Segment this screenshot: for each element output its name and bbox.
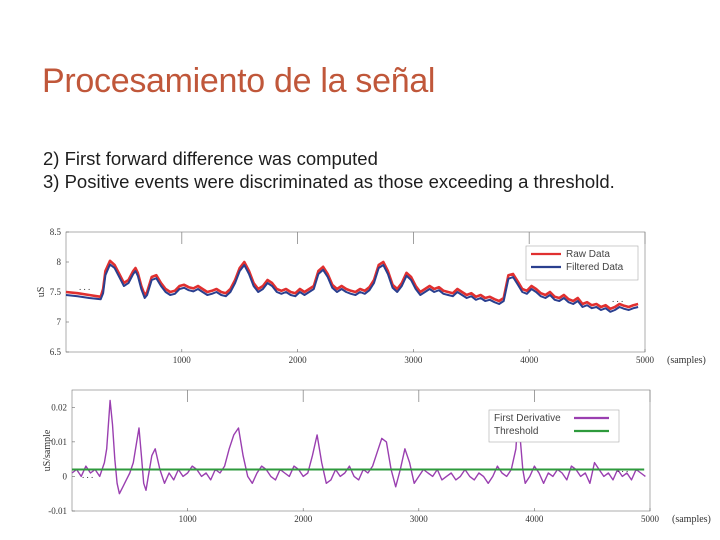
bullet-list: 2) First forward difference was computed… (43, 148, 683, 193)
bullet-item: 3) Positive events were discriminated as… (43, 170, 615, 192)
raw-data-line (65, 259, 639, 311)
ellipsis-right: . . . (612, 294, 623, 304)
y-tick-label: 0.01 (51, 437, 67, 447)
plot-frame (71, 389, 651, 512)
chart-derivative: 0.02 0.01 0 -0.01 1000 2000 3000 4000 5000 (sampl… (42, 389, 711, 525)
ellipsis-right: . . . (617, 464, 628, 474)
y-tick-label: 7 (57, 317, 62, 327)
y-tick-label: 0 (63, 471, 68, 481)
x-axis-label: (samples) (672, 514, 711, 525)
x-tick-label: 5000 (636, 355, 655, 365)
legend-box (525, 245, 639, 281)
legend-label: Threshold (494, 426, 538, 437)
ellipsis-left: . . . (79, 282, 90, 292)
chart-raw-filtered: 8.5 8 7.5 7 6.5 1000 2000 3000 4000 5000 (samples)… (36, 227, 706, 366)
legend-label: First Derivative (494, 413, 561, 424)
bullet-item: 2) First forward difference was computed (43, 148, 378, 169)
x-tick-label: 1000 (173, 355, 192, 365)
x-tick-label: 2000 (289, 355, 308, 365)
legend-box (488, 409, 620, 443)
x-tick-label: 4000 (525, 514, 544, 524)
x-tick-label: 5000 (641, 514, 660, 524)
y-tick-label: 0.02 (51, 402, 67, 412)
slide-title: Procesamiento de la señal (42, 62, 436, 100)
x-tick-label: 1000 (179, 514, 198, 524)
filtered-data-line (65, 263, 639, 313)
x-axis-label: (samples) (667, 355, 706, 366)
y-tick-label: 7.5 (50, 287, 62, 297)
x-tick-label: 4000 (520, 355, 539, 365)
y-tick-label: 6.5 (50, 347, 62, 357)
y-axis-label: uS/sample (42, 429, 53, 471)
x-tick-label: 3000 (410, 514, 429, 524)
y-axis-label: uS (36, 287, 47, 298)
y-tick-label: 8 (57, 257, 62, 267)
x-tick-label: 3000 (404, 355, 423, 365)
x-tick-label: 2000 (294, 514, 313, 524)
y-tick-label: -0.01 (48, 506, 67, 516)
ellipsis-left: . . . (82, 470, 93, 480)
y-tick-label: 8.5 (50, 227, 62, 237)
legend-label: Filtered Data (566, 262, 624, 273)
legend-label: Raw Data (566, 249, 610, 260)
